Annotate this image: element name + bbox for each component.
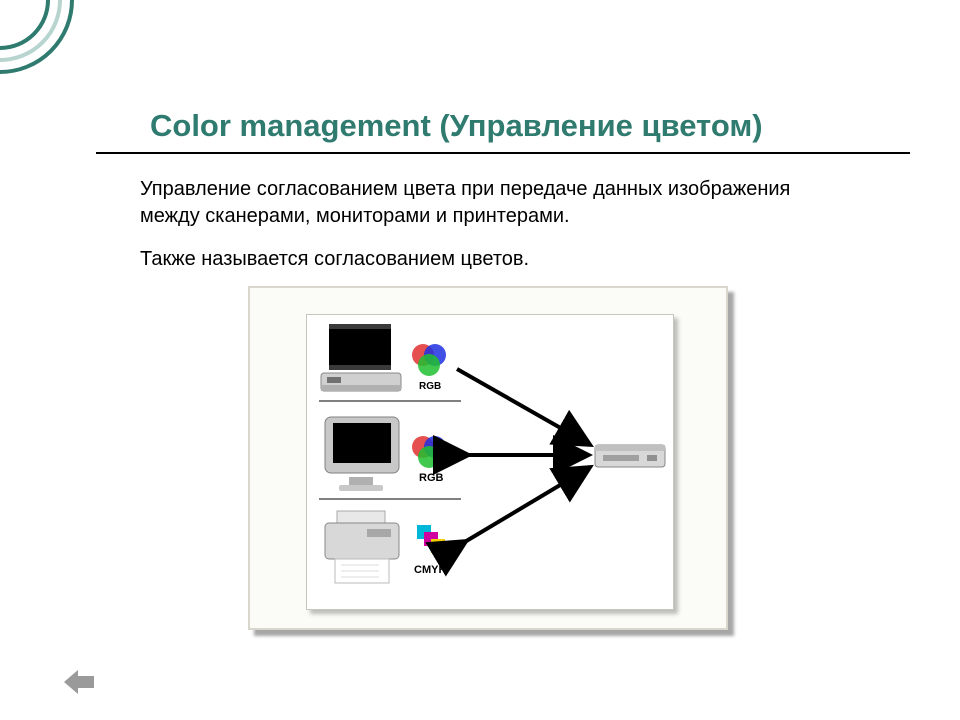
corner-rings-decoration xyxy=(0,0,100,100)
scanner-icon xyxy=(321,324,401,391)
page-title: Color management (Управление цветом) xyxy=(150,108,763,144)
title-underline xyxy=(96,152,910,154)
rgb-label-2: RGB xyxy=(419,472,444,484)
destination-device-icon xyxy=(595,445,665,467)
paragraph-1: Управление согласованием цвета при перед… xyxy=(140,176,840,230)
nav-back-button[interactable] xyxy=(64,670,94,694)
rgb-venn-icon-1 xyxy=(412,344,446,376)
arrow-printer-device xyxy=(463,469,587,543)
paragraph-2: Также называется согласованием цветов. xyxy=(140,246,840,273)
rgb-venn-icon-2 xyxy=(412,436,446,468)
cmyk-swatch-icon xyxy=(417,525,448,556)
cmyk-label: CMYK xyxy=(414,564,446,576)
figure-outer-panel: RGB RGB xyxy=(248,286,728,630)
monitor-icon xyxy=(325,417,399,491)
figure-inner-panel: RGB RGB xyxy=(306,314,674,610)
color-management-diagram: RGB RGB xyxy=(307,315,675,611)
arrow-scanner-to-device xyxy=(457,369,587,443)
printer-icon xyxy=(325,511,399,583)
rgb-label-1: RGB xyxy=(419,381,441,392)
